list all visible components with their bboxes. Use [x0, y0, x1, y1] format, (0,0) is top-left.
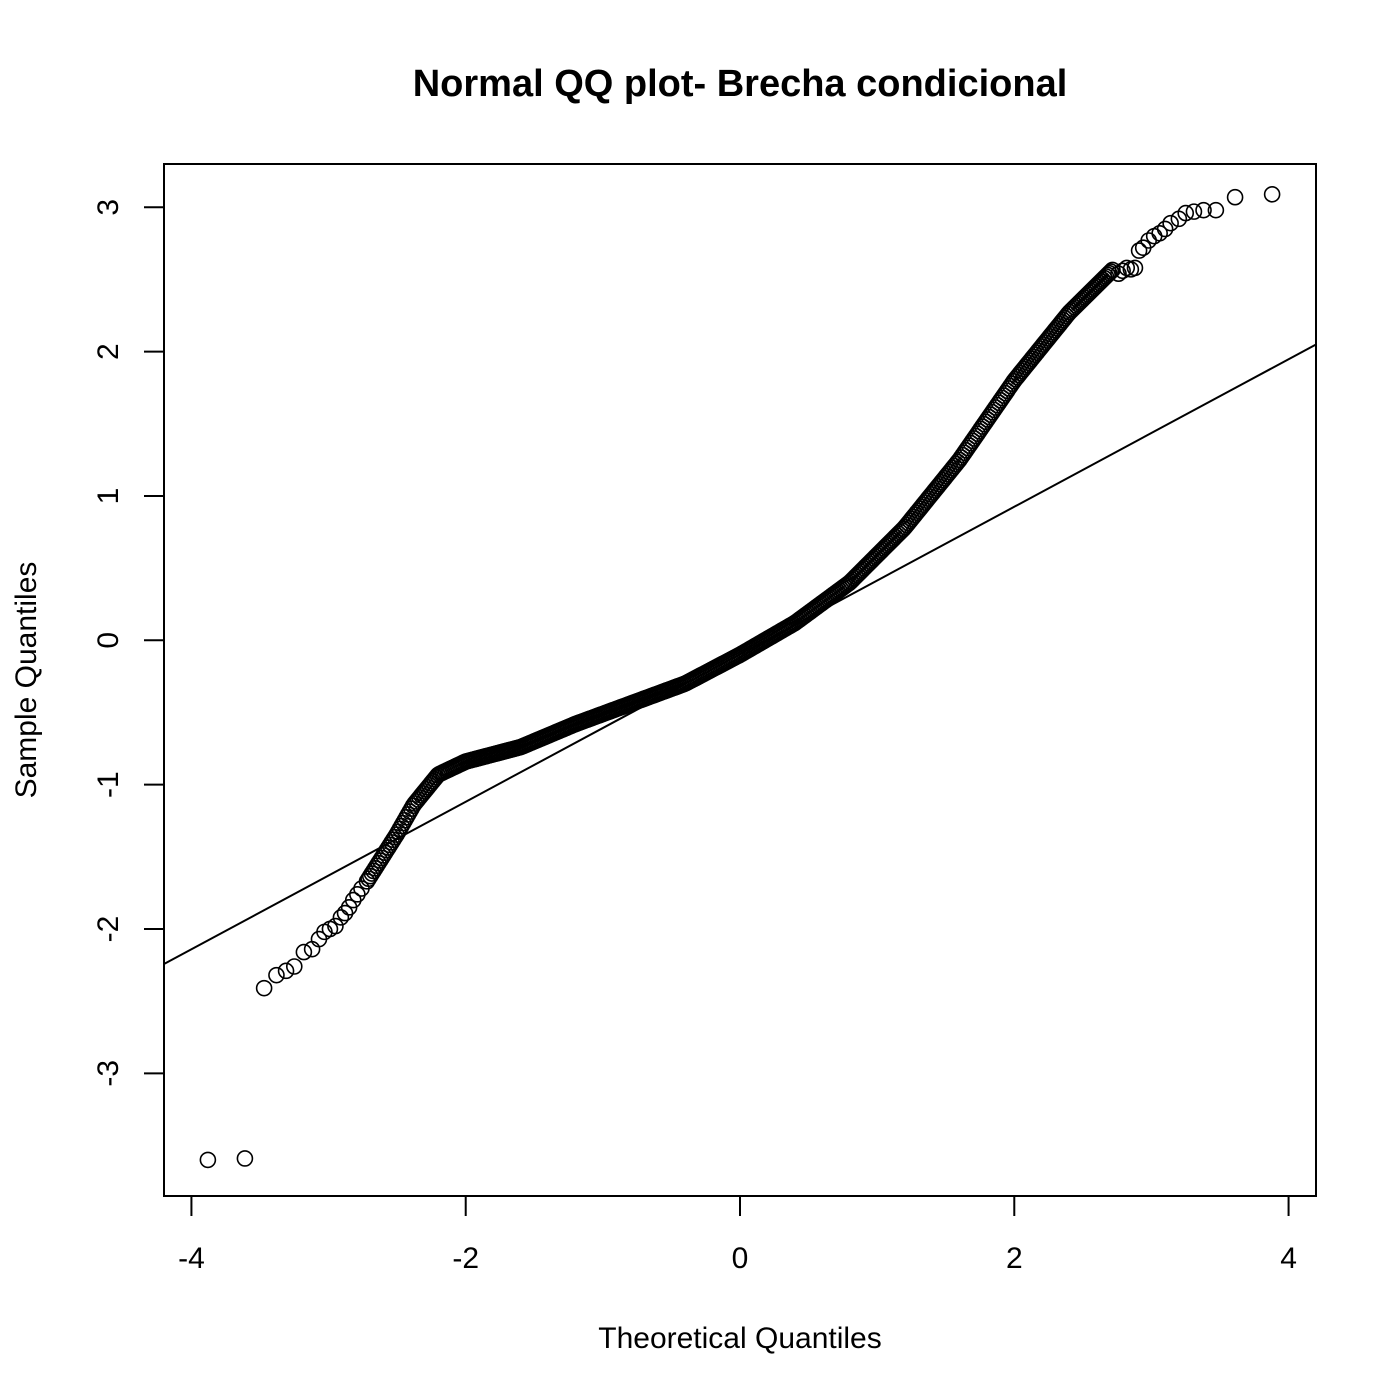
data-point	[1097, 268, 1115, 285]
y-axis-label: Sample Quantiles	[10, 562, 43, 799]
data-points	[199, 186, 1281, 1169]
data-point	[1114, 262, 1131, 280]
data-point	[1110, 265, 1127, 282]
data-point	[336, 904, 354, 922]
x-axis: -4 -2 0 2 4	[178, 1195, 1297, 1275]
data-point	[353, 880, 370, 897]
x-tick-label: -4	[178, 1242, 205, 1275]
data-point	[1156, 220, 1174, 238]
data-point	[1102, 263, 1120, 280]
data-point	[1177, 204, 1195, 222]
data-point	[327, 917, 344, 935]
data-point	[277, 962, 295, 980]
data-point	[1263, 186, 1281, 203]
data-point	[1099, 266, 1116, 284]
x-tick-label: 0	[732, 1242, 749, 1275]
y-tick-label: -3	[92, 1060, 125, 1087]
data-point	[255, 979, 273, 997]
y-tick-label: -2	[92, 916, 125, 943]
x-tick-label: 2	[1006, 1242, 1023, 1275]
data-point	[1185, 203, 1203, 220]
data-point	[1100, 264, 1118, 282]
data-point	[285, 958, 303, 975]
data-point	[1130, 242, 1148, 259]
data-point	[1162, 214, 1179, 232]
data-point	[1226, 188, 1244, 206]
data-point	[268, 966, 285, 984]
x-tick-label: -2	[452, 1242, 479, 1275]
data-point	[349, 886, 366, 903]
data-point	[946, 457, 963, 475]
data-point	[303, 940, 321, 958]
x-tick-label: 4	[1280, 1242, 1297, 1275]
data-point	[1151, 224, 1168, 242]
y-tick-label: 1	[92, 488, 125, 505]
y-axis: -3 -2 -1 0 1 2 3	[92, 199, 165, 1087]
data-point	[1195, 201, 1212, 219]
data-point	[344, 891, 362, 909]
data-point	[332, 909, 350, 926]
data-point	[199, 1151, 217, 1169]
y-tick-label: 2	[92, 343, 125, 360]
chart-title: Normal QQ plot- Brecha condicional	[413, 63, 1068, 105]
data-point	[1207, 201, 1225, 219]
y-tick-label: -1	[92, 771, 125, 798]
y-tick-label: 0	[92, 632, 125, 649]
y-tick-label: 3	[92, 199, 125, 216]
data-point	[236, 1150, 254, 1167]
data-point	[1126, 259, 1144, 277]
x-axis-label: Theoretical Quantiles	[598, 1322, 881, 1355]
plot-frame	[163, 163, 1317, 1197]
data-point	[295, 943, 313, 961]
